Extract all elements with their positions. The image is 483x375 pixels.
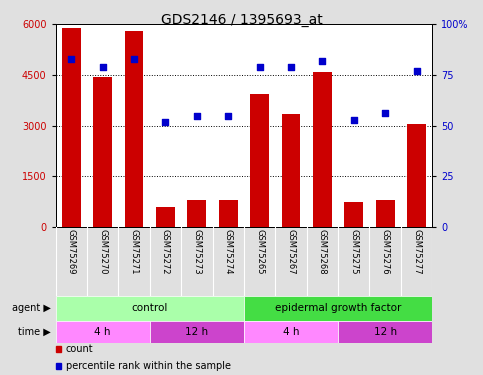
Text: GSM75276: GSM75276 <box>381 229 390 274</box>
Point <box>130 56 138 62</box>
Text: GSM75277: GSM75277 <box>412 229 421 274</box>
Text: 12 h: 12 h <box>185 327 208 337</box>
Bar <box>250 94 269 227</box>
Point <box>287 64 295 70</box>
Bar <box>56 296 244 321</box>
Text: GSM75268: GSM75268 <box>318 229 327 274</box>
Text: GSM75275: GSM75275 <box>349 229 358 274</box>
Text: GSM75274: GSM75274 <box>224 229 233 274</box>
Bar <box>376 200 395 227</box>
Point <box>350 117 357 123</box>
Point <box>224 112 232 118</box>
Text: GSM75273: GSM75273 <box>192 229 201 274</box>
Bar <box>244 296 432 321</box>
Bar <box>313 72 332 227</box>
Text: GSM75267: GSM75267 <box>286 229 296 274</box>
Text: 4 h: 4 h <box>94 327 111 337</box>
Text: GDS2146 / 1395693_at: GDS2146 / 1395693_at <box>161 13 322 27</box>
Bar <box>156 207 175 227</box>
Point <box>161 118 170 124</box>
Bar <box>150 321 244 343</box>
Bar <box>407 124 426 227</box>
Bar <box>56 321 150 343</box>
Bar <box>219 200 238 227</box>
Bar <box>282 114 300 227</box>
Point <box>256 64 264 70</box>
Point <box>193 112 201 118</box>
Text: GSM75269: GSM75269 <box>67 229 76 274</box>
Bar <box>93 77 112 227</box>
Text: percentile rank within the sample: percentile rank within the sample <box>66 361 231 370</box>
Text: GSM75270: GSM75270 <box>98 229 107 274</box>
Text: 4 h: 4 h <box>283 327 299 337</box>
Bar <box>62 28 81 227</box>
Bar <box>344 202 363 227</box>
Bar <box>338 321 432 343</box>
Point <box>99 64 107 70</box>
Text: control: control <box>131 303 168 313</box>
Text: GSM75265: GSM75265 <box>255 229 264 274</box>
Text: GSM75272: GSM75272 <box>161 229 170 274</box>
Text: count: count <box>66 344 93 354</box>
Text: agent ▶: agent ▶ <box>12 303 51 313</box>
Point <box>412 68 420 74</box>
Text: epidermal growth factor: epidermal growth factor <box>275 303 401 313</box>
Point <box>319 58 327 64</box>
Bar <box>187 200 206 227</box>
Bar <box>244 321 338 343</box>
Text: GSM75271: GSM75271 <box>129 229 139 274</box>
Text: time ▶: time ▶ <box>18 327 51 337</box>
Text: 12 h: 12 h <box>374 327 397 337</box>
Bar <box>125 31 143 227</box>
Point <box>382 111 389 117</box>
Point <box>68 56 75 62</box>
